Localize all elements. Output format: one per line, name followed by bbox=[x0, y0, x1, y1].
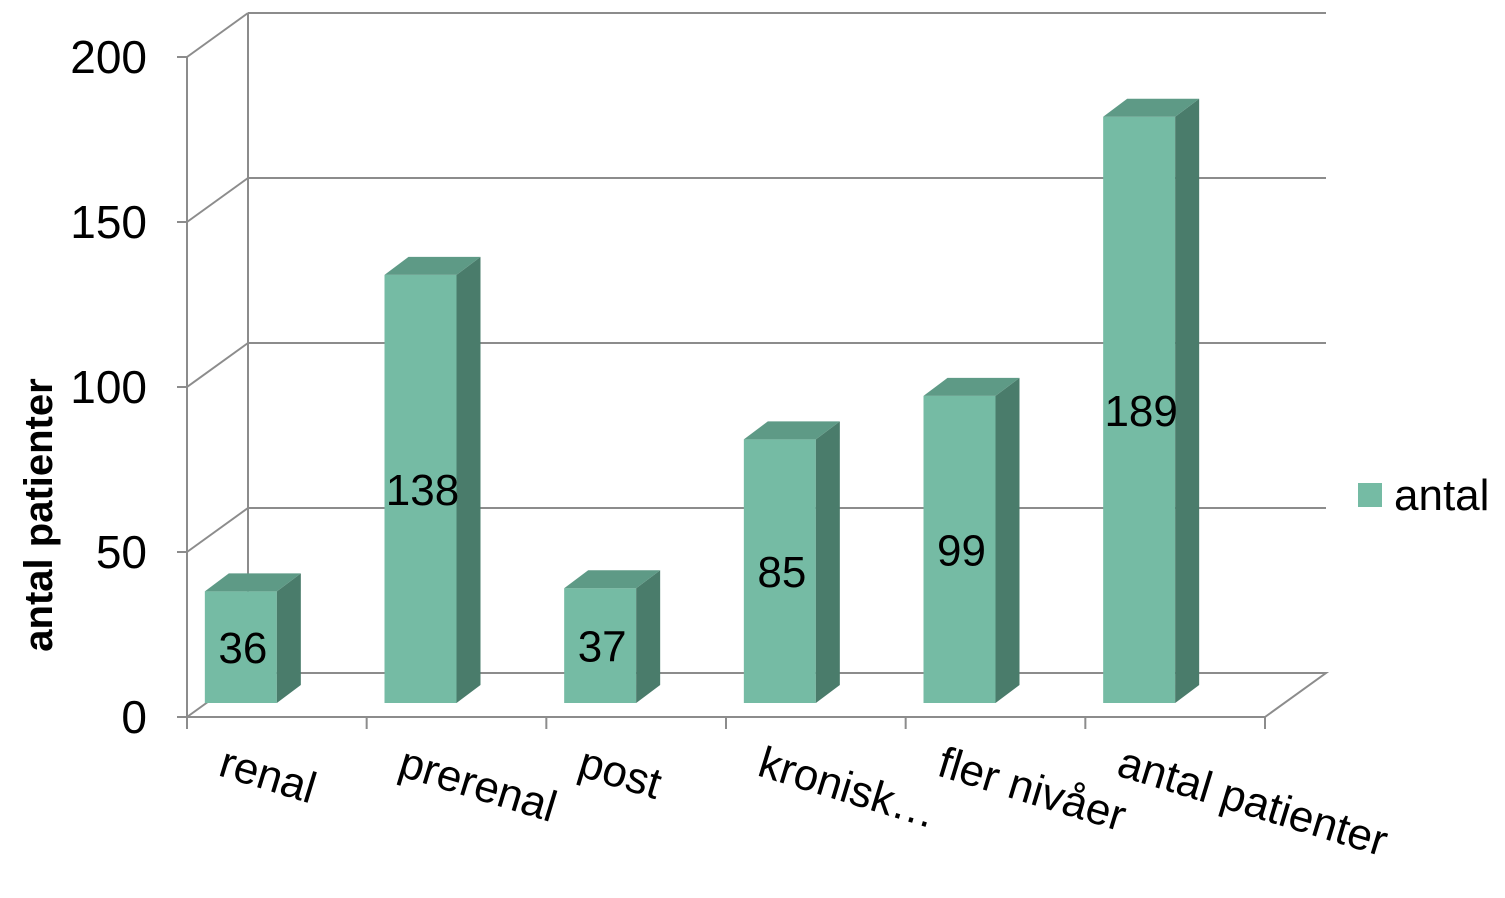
bar-top bbox=[204, 573, 301, 592]
y-tick-label: 0 bbox=[121, 691, 147, 743]
legend-label: antal bbox=[1394, 471, 1489, 520]
y-tick-label: 100 bbox=[70, 361, 147, 413]
x-tick-label: renal bbox=[214, 738, 322, 813]
legend-swatch bbox=[1358, 483, 1382, 507]
bar-post: 37 bbox=[564, 570, 661, 703]
data-label: 85 bbox=[757, 548, 806, 597]
bar-side bbox=[1175, 98, 1200, 704]
y-tick-label: 200 bbox=[70, 31, 147, 83]
bar-top bbox=[923, 377, 1020, 396]
x-tick-label: kronisk… bbox=[753, 738, 943, 838]
bar-front bbox=[564, 588, 637, 703]
bar-top bbox=[743, 421, 840, 440]
x-tick-label: antal patienter bbox=[1112, 738, 1393, 866]
y-axis-title: antal patienter bbox=[17, 378, 61, 651]
x-axis-labels: renal prerenal post kronisk…fler nivåeranta… bbox=[214, 738, 1393, 866]
gridline-side bbox=[186, 12, 249, 58]
bar-front bbox=[384, 274, 457, 703]
bar-side bbox=[815, 421, 840, 703]
bar-kronisk: 85 bbox=[743, 421, 840, 703]
bar-prerenal: 138 bbox=[384, 256, 481, 703]
x-tick-label: prerenal bbox=[394, 738, 563, 832]
bars: 36 138 37 85 99 189 bbox=[204, 98, 1200, 704]
data-label: 138 bbox=[386, 466, 459, 515]
x-tick-label: fler nivåer bbox=[933, 738, 1132, 841]
bar-front bbox=[923, 395, 996, 703]
bar-antal-patienter: 189 bbox=[1103, 98, 1200, 704]
bar-top bbox=[384, 256, 481, 275]
data-label: 189 bbox=[1104, 387, 1177, 436]
bar-renal: 36 bbox=[204, 573, 301, 703]
data-label: 37 bbox=[578, 623, 627, 672]
y-axis-ticks: 0 50 100 150 200 bbox=[70, 31, 187, 743]
gridline-side bbox=[186, 507, 249, 553]
data-label: 99 bbox=[937, 526, 986, 575]
bar-side bbox=[456, 256, 481, 703]
legend[interactable]: antal bbox=[1358, 471, 1489, 520]
y-tick-label: 150 bbox=[70, 196, 147, 248]
gridline-side bbox=[186, 342, 249, 388]
x-tick-label: post bbox=[573, 738, 667, 809]
bar-side bbox=[636, 570, 661, 703]
bar-front bbox=[1103, 116, 1176, 704]
bar-fler-niv-er: 99 bbox=[923, 377, 1020, 703]
y-tick-label: 50 bbox=[96, 526, 147, 578]
bar-side bbox=[995, 377, 1020, 703]
gridline-side bbox=[186, 177, 249, 223]
bar-top bbox=[564, 570, 661, 589]
bar-top bbox=[1103, 98, 1200, 117]
bar-side bbox=[276, 573, 301, 703]
bar-front bbox=[204, 591, 277, 703]
data-label: 36 bbox=[218, 624, 267, 673]
bar-front bbox=[743, 439, 816, 703]
